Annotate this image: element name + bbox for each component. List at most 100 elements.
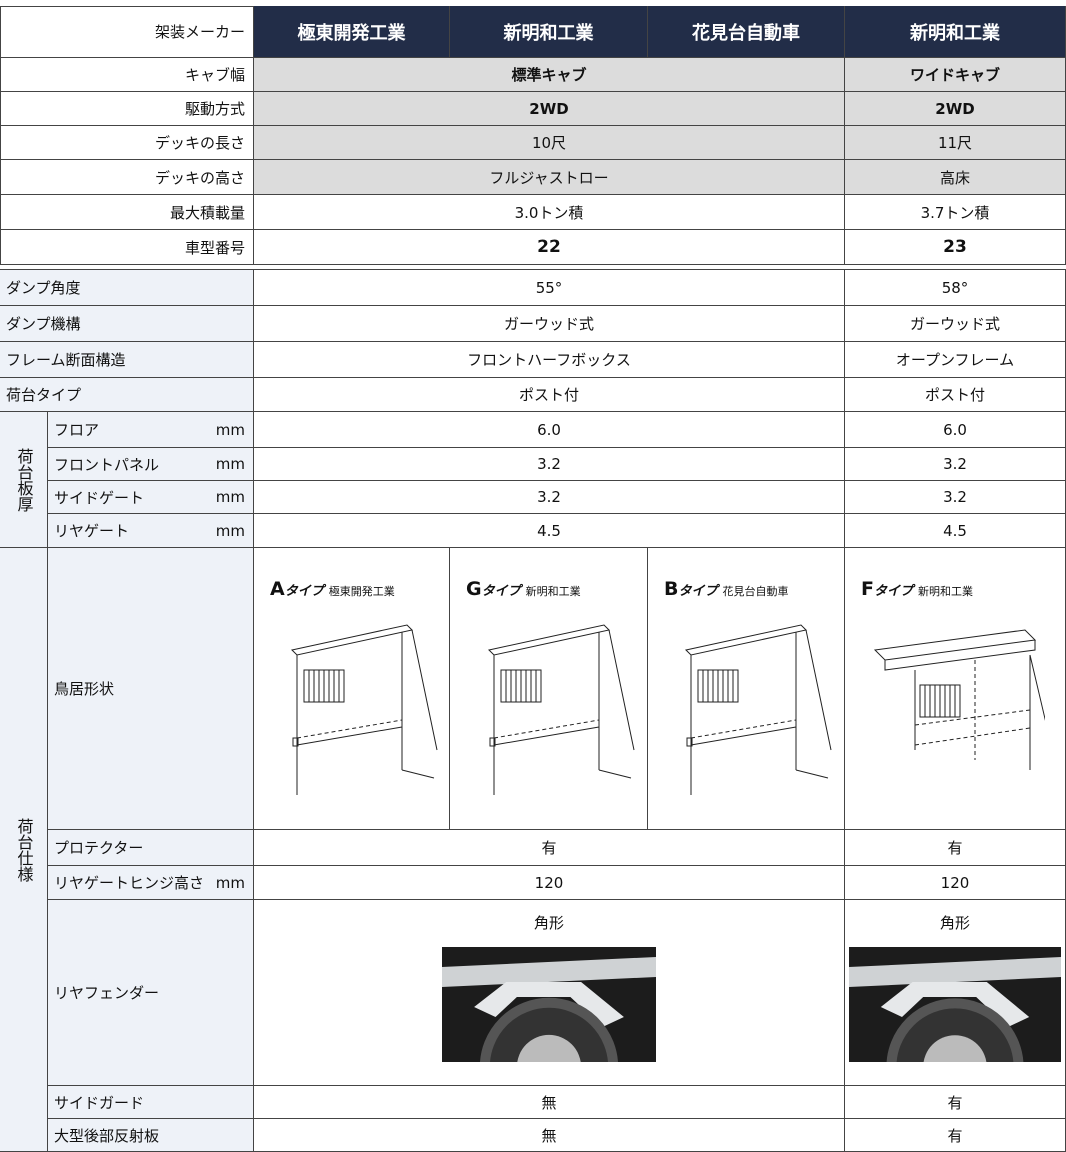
body-label: 荷台タイプ (0, 378, 254, 412)
cell-text: 高床 (939, 168, 970, 187)
cell-text: キャブ幅 (184, 66, 245, 84)
cell-text: 3.2 (537, 455, 561, 473)
cell-text: 荷台タイプ (6, 386, 82, 404)
thickness-label: フロントパネル mm (48, 448, 254, 481)
unit: mm (215, 420, 245, 439)
cell-text: 角形 (939, 914, 970, 932)
unit: mm (215, 521, 245, 540)
type-letter: F (861, 578, 874, 600)
cell-text: デッキの長さ (154, 134, 245, 152)
cell-text: 22 (537, 237, 561, 257)
torii-type: Bタイプ 花見台自動車 (648, 548, 845, 830)
spec-label: デッキの高さ (0, 160, 254, 195)
cell-text: デッキの高さ (154, 168, 245, 187)
body-label: ダンプ機構 (0, 306, 254, 342)
cell-text: ワイドキャブ (909, 66, 1000, 84)
torii-drawing (487, 624, 634, 795)
thickness-label: リヤゲート mm (48, 514, 254, 548)
cell-text: リヤゲートヒンジ高さ (54, 874, 205, 892)
cell-text: 3.2 (943, 455, 967, 473)
equipment-value: 120 (845, 866, 1066, 900)
cell-text: サイドガード (54, 1093, 145, 1112)
body-value: ガーウッド式 (845, 306, 1066, 342)
cell-text: フロントパネル (54, 455, 160, 474)
torii-label: 鳥居形状 (48, 548, 254, 830)
equipment-value: 有 (845, 1119, 1066, 1152)
cell-text: 新明和工業 (503, 22, 594, 44)
rule (0, 269, 1066, 270)
cell-text: ポスト付 (518, 386, 579, 404)
cell-text: 6.0 (943, 420, 967, 439)
cell-text: 荷台板厚 (14, 447, 34, 512)
cell-text: ガーウッド式 (909, 315, 1000, 333)
thickness-value: 3.2 (845, 448, 1066, 481)
cell-text: 車型番号 (184, 238, 245, 257)
cell-text: 2WD (935, 99, 975, 118)
cell-text: 花見台自動車 (692, 22, 800, 44)
group-label: 荷台板厚 (0, 412, 48, 548)
type-maker: 新明和工業 (918, 585, 973, 598)
cell-text: 120 (940, 873, 970, 892)
cell-text: 11尺 (937, 134, 973, 152)
equipment-value: 有 (845, 830, 1066, 866)
cell-text: 最大積載量 (169, 203, 245, 222)
cell-text: 架装メーカー (154, 23, 245, 41)
equipment-label: プロテクター (48, 830, 254, 866)
cell-text: 有 (541, 839, 557, 857)
cell-text: 鳥居形状 (54, 680, 115, 698)
cell-text: プロテクター (54, 839, 144, 857)
body-value: ガーウッド式 (254, 306, 845, 342)
unit: mm (215, 873, 245, 892)
spec-label: デッキの長さ (0, 126, 254, 160)
thickness-value: 3.2 (254, 481, 845, 514)
spec-value: 3.0トン積 (254, 195, 845, 230)
cell-text: 58° (941, 278, 969, 297)
spec-label: 車型番号 (0, 230, 254, 265)
type-suffix: タイプ (873, 584, 913, 599)
cell-text: 4.5 (537, 521, 561, 540)
spec-value: 22 (254, 230, 845, 265)
cell-text: 角形 (533, 914, 564, 932)
torii-drawing (873, 629, 1045, 770)
spec-value: ワイドキャブ (845, 58, 1066, 92)
cell-text: ダンプ角度 (6, 279, 81, 297)
group-label: 荷台仕様 (0, 548, 48, 1152)
spec-value: 高床 (845, 160, 1066, 195)
cell-text: フレーム断面構造 (6, 351, 126, 369)
maker-header: 新明和工業 (450, 6, 648, 58)
equipment-value: 角形 (254, 900, 845, 1086)
cell-text: 有 (947, 1126, 963, 1145)
type-maker: 花見台自動車 (722, 585, 789, 598)
spec-label: 最大積載量 (0, 195, 254, 230)
cell-text: 55° (535, 278, 563, 297)
cell-text: フロア (54, 421, 100, 439)
torii-type: Aタイプ 極東開発工業 (254, 548, 450, 830)
body-label: フレーム断面構造 (0, 342, 254, 378)
spec-value: 10尺 (254, 126, 845, 160)
cell-text: 大型後部反射板 (54, 1126, 160, 1145)
cell-text: ガーウッド式 (503, 315, 594, 333)
spec-value: 標準キャブ (254, 58, 845, 92)
cell-text: ポスト付 (924, 386, 985, 404)
cell-text: 120 (534, 873, 564, 892)
equipment-value: 120 (254, 866, 845, 900)
cell-text: 2WD (529, 99, 569, 118)
thickness-value: 6.0 (845, 412, 1066, 448)
cell-text: 有 (947, 839, 963, 857)
thickness-value: 3.2 (845, 481, 1066, 514)
cell-text: 3.7トン積 (920, 203, 990, 222)
type-suffix: タイプ (678, 584, 718, 599)
cell-text: オープンフレーム (895, 351, 1015, 369)
maker-header: 花見台自動車 (648, 6, 845, 58)
body-label: ダンプ角度 (0, 270, 254, 306)
cell-text: 標準キャブ (511, 66, 587, 84)
spec-value: 23 (845, 230, 1066, 265)
cell-text: 新明和工業 (910, 22, 1000, 44)
cell-text: 3.0トン積 (514, 203, 584, 222)
torii-type: Fタイプ 新明和工業 (845, 548, 1066, 830)
cell-text: 3.2 (943, 488, 967, 506)
maker-header: 新明和工業 (845, 6, 1066, 58)
type-maker: 極東開発工業 (328, 585, 395, 598)
cell-text: フロントハーフボックス (467, 351, 631, 369)
